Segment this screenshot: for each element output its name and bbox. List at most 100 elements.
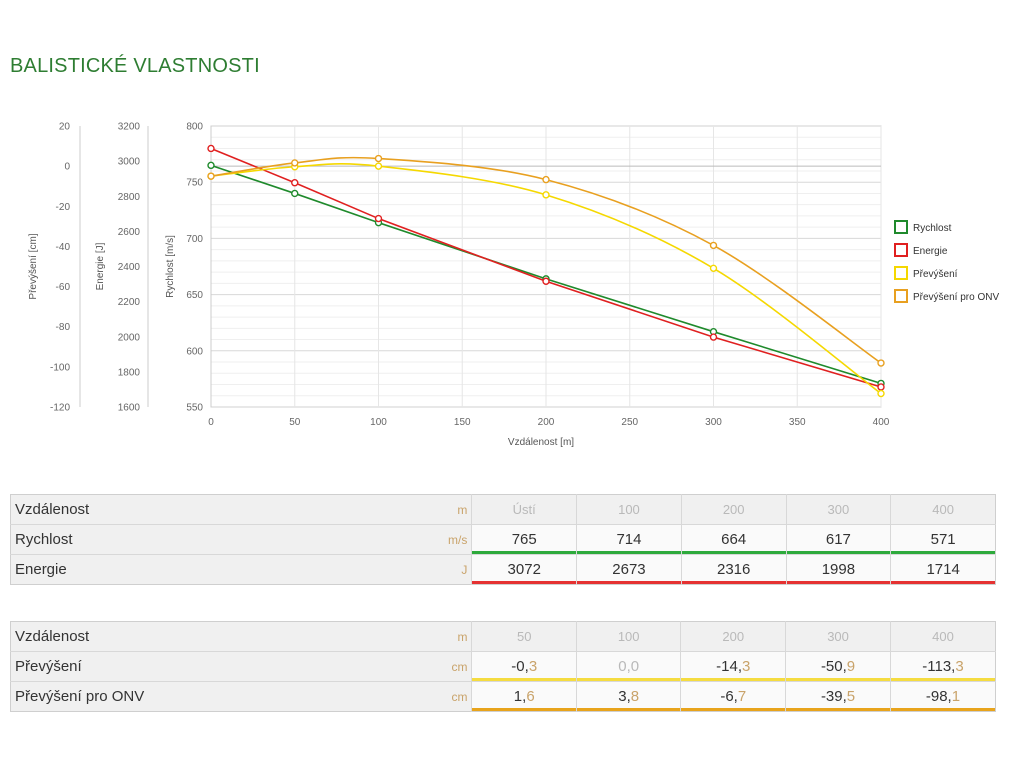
x-tick-label: 50 — [289, 417, 301, 428]
series-point — [877, 383, 885, 391]
table-cell: 300 — [785, 621, 891, 652]
x-tick-label: 150 — [454, 417, 471, 428]
x-tick-label: 200 — [538, 417, 555, 428]
series-point — [291, 159, 299, 167]
row-label: Energie — [15, 561, 67, 578]
series-point — [877, 389, 885, 398]
y-tick-label: 750 — [186, 178, 203, 189]
y-tick-label: 2400 — [118, 262, 141, 273]
table-row: Převýšení cm -0,3 0,0 -14,3 -50,9 -113,3 — [10, 651, 996, 682]
row-label: Vzdálenost — [10, 494, 405, 525]
table-cell: Ústí — [471, 494, 577, 525]
table-cell: 3,8 — [575, 681, 681, 712]
table-cell: -50,9 — [785, 651, 891, 682]
table-cell: -0,3 — [471, 651, 577, 682]
y-tick-label: 0 — [64, 162, 70, 173]
table-cell: 100 — [576, 494, 682, 525]
y-tick-label: 600 — [186, 346, 203, 357]
row-unit: m — [404, 621, 472, 652]
y-tick-label: 2200 — [118, 297, 141, 308]
row-label: Převýšení — [10, 651, 405, 682]
series-point — [374, 214, 383, 223]
series-line-0 — [210, 164, 882, 385]
y-tick-label: 3200 — [118, 122, 141, 133]
table-row: Energie J 3072 2673 2316 1998 1714 — [11, 554, 996, 585]
y-axis-title: Rychlost [m/s] — [165, 235, 176, 298]
y-tick-label: 2800 — [118, 192, 141, 203]
series-point — [709, 264, 718, 273]
series-point — [374, 162, 383, 170]
table-cell: 1714 — [890, 554, 996, 585]
row-label: Vzdálenost — [10, 621, 405, 652]
table-cell: 617 — [785, 524, 891, 555]
table-cell: -6,7 — [680, 681, 786, 712]
table-cell: 571 — [890, 524, 996, 555]
y-tick-label: 1800 — [118, 367, 141, 378]
row-label: Převýšení pro ONV — [15, 688, 145, 705]
y-tick-label: 800 — [186, 122, 203, 133]
table-cell: 2316 — [680, 554, 787, 585]
table-cell: -98,1 — [889, 681, 996, 712]
row-unit: m/s — [404, 524, 472, 555]
y-tick-label: 700 — [186, 234, 203, 245]
legend-swatch — [894, 289, 908, 303]
table-cell: 400 — [889, 621, 996, 652]
table-row: Vzdálenost m Ústí 100 200 300 400 — [10, 494, 996, 525]
series-point — [374, 154, 383, 163]
series-point — [207, 144, 215, 153]
row-unit: cm — [404, 651, 472, 682]
y-tick-label: 1600 — [118, 403, 141, 414]
table-cell: 714 — [576, 524, 682, 555]
y-tick-label: 20 — [59, 122, 71, 133]
table-cell: 1998 — [785, 554, 891, 585]
row-unit: m — [404, 494, 472, 525]
y-tick-label: -40 — [56, 242, 71, 253]
x-tick-label: 350 — [789, 417, 806, 428]
table-cell: 3072 — [471, 554, 577, 585]
legend-swatch — [894, 266, 908, 280]
legend-label: Převýšení pro ONV — [913, 292, 999, 303]
y-tick-label: 2600 — [118, 227, 141, 238]
legend-label: Převýšení — [913, 269, 958, 280]
x-tick-label: 250 — [621, 417, 638, 428]
table-cell: 200 — [680, 494, 787, 525]
y-tick-label: -60 — [56, 282, 71, 293]
table-cell: -113,3 — [889, 651, 996, 682]
y-axis-title: Převýšení [cm] — [28, 233, 39, 299]
y-tick-label: 3000 — [118, 157, 141, 168]
x-tick-label: 100 — [370, 417, 387, 428]
table-cell: 300 — [785, 494, 891, 525]
top-bar — [0, 0, 1024, 44]
row-unit: J — [461, 562, 468, 577]
series-point — [542, 191, 550, 199]
series-point — [877, 359, 885, 367]
row-label: Rychlost — [10, 524, 405, 555]
legend-swatch — [894, 243, 908, 257]
speed-energy-table: Vzdálenost m Ústí 100 200 300 400 Rychlo… — [10, 494, 996, 585]
series-point — [709, 241, 718, 250]
table-cell: 100 — [575, 621, 681, 652]
table-cell: 765 — [471, 524, 577, 555]
y-axis-title: Energie [J] — [95, 242, 106, 290]
table-cell: 664 — [680, 524, 787, 555]
series-line-1 — [210, 147, 882, 388]
row-unit: cm — [451, 689, 468, 704]
y-tick-label: -20 — [56, 202, 71, 213]
series-point — [709, 333, 718, 341]
x-tick-label: 300 — [705, 417, 722, 428]
y-tick-label: -120 — [50, 403, 70, 414]
ballistics-chart: 0 50 100 150 200 250 300 350 400 Vzdálenost [m] 20… — [0, 108, 1024, 458]
x-axis-title: Vzdálenost [m] — [508, 437, 574, 448]
trajectory-table: Vzdálenost m 50 100 200 300 400 Převýšen… — [10, 621, 996, 712]
series-point — [207, 161, 215, 170]
table-cell: 400 — [890, 494, 996, 525]
table-row: Převýšení pro ONV cm 1,6 3,8 -6,7 -39,5 … — [11, 681, 996, 712]
y-tick-label: -100 — [50, 362, 70, 373]
table-cell: 0,0 — [575, 651, 681, 682]
table-row: Rychlost m/s 765 714 664 617 571 — [10, 524, 996, 555]
table-cell: -14,3 — [680, 651, 786, 682]
table-cell: 1,6 — [471, 681, 577, 712]
series-point — [542, 277, 550, 285]
legend-swatch — [894, 220, 908, 234]
